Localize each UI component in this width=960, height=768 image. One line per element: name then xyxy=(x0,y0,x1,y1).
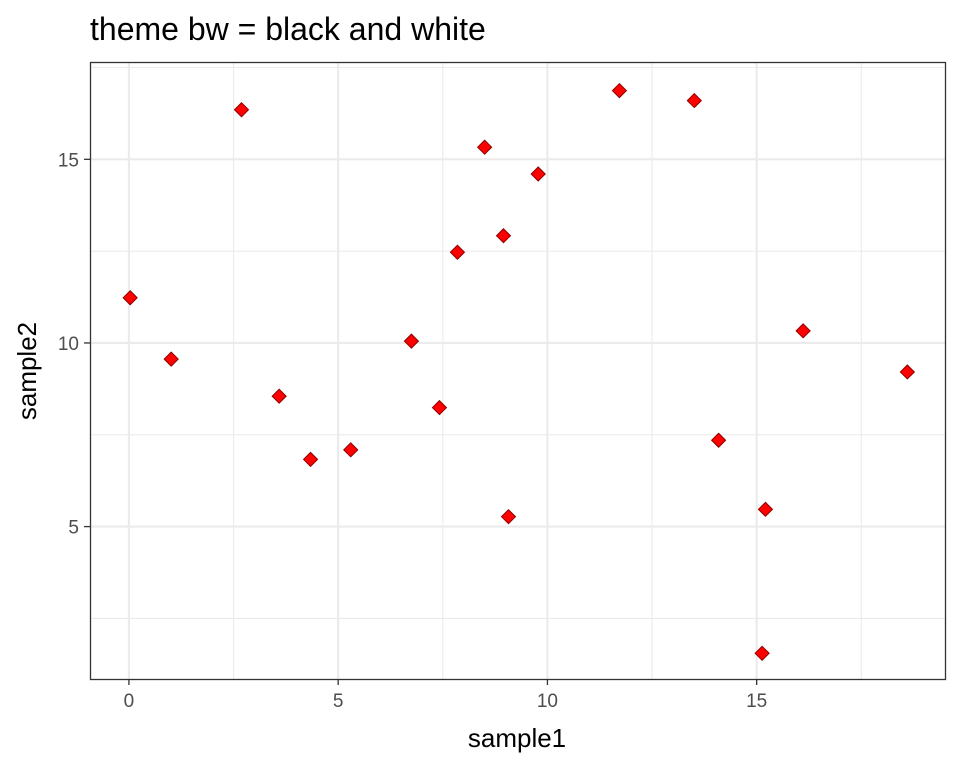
data-point xyxy=(343,442,359,458)
chart-title: theme bw = black and white xyxy=(90,11,486,47)
data-point xyxy=(899,364,916,380)
x-tick-label: 5 xyxy=(333,691,344,712)
x-tick-label: 0 xyxy=(124,691,135,712)
y-axis-title: sample2 xyxy=(12,322,42,420)
data-point xyxy=(449,244,466,260)
data-point xyxy=(500,508,517,525)
y-tick-label: 10 xyxy=(58,334,79,355)
y-tick-label: 15 xyxy=(58,150,79,171)
data-point xyxy=(233,102,250,118)
data-point xyxy=(476,139,493,155)
axis-ticks: 0 5 10 15 5 10 15 xyxy=(58,150,767,712)
grid xyxy=(90,62,945,679)
data-point xyxy=(431,399,448,416)
data-point xyxy=(495,228,512,244)
data-points xyxy=(122,82,916,661)
x-tick-label: 10 xyxy=(537,691,558,712)
data-point xyxy=(611,82,628,99)
data-point xyxy=(122,290,138,306)
x-tick-label: 15 xyxy=(746,691,767,712)
x-axis-title: sample1 xyxy=(468,723,566,753)
data-point xyxy=(163,351,179,367)
data-point xyxy=(686,92,703,109)
data-point xyxy=(754,645,770,661)
data-point xyxy=(795,323,811,339)
panel-border xyxy=(89,61,947,681)
data-point xyxy=(757,501,774,518)
data-point xyxy=(302,451,319,468)
data-point xyxy=(403,333,420,349)
data-point xyxy=(271,388,287,404)
data-point xyxy=(530,166,546,182)
y-tick-label: 5 xyxy=(68,518,79,539)
data-point xyxy=(710,432,727,448)
